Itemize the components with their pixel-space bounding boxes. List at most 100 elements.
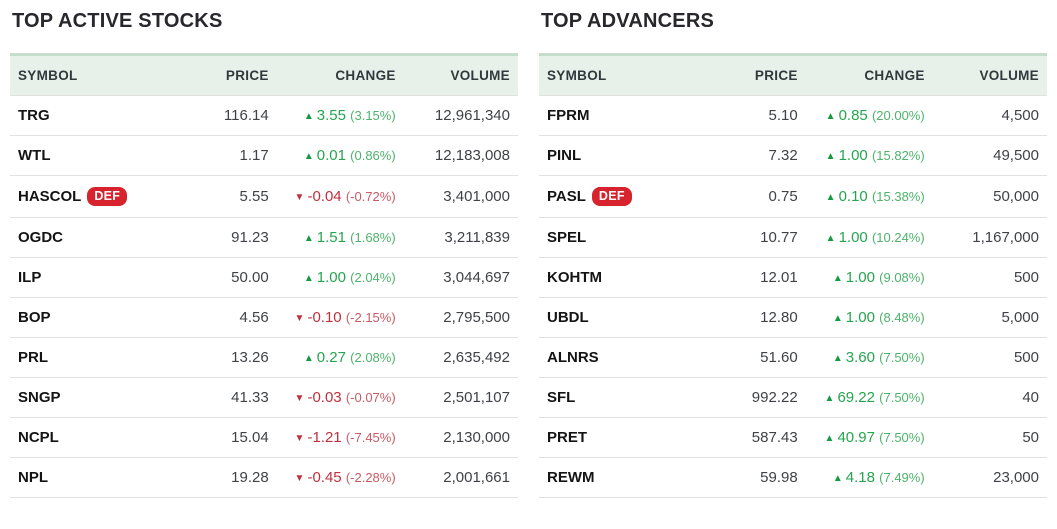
table-row: SPEL 10.77 ▲ 1.00 (10.24%) 1,167,000 <box>539 217 1047 258</box>
change-percent: (-0.72%) <box>345 189 396 204</box>
change-value: 3.60 <box>845 349 875 366</box>
change-value: 1.00 <box>838 147 868 164</box>
change-arrow-icon: ▲ <box>303 352 314 364</box>
change-cell: ▼ -0.03 (-0.07%) <box>276 377 404 418</box>
change-cell: ▲ 1.00 (9.08%) <box>805 257 933 298</box>
symbol-cell: WTL <box>10 135 163 176</box>
change-percent: (2.04%) <box>350 270 396 285</box>
symbol-text[interactable]: HASCOL <box>18 188 82 205</box>
table-row: WTL 1.17 ▲ 0.01 (0.86%) 12,183,008 <box>10 135 518 176</box>
change-percent: (1.68%) <box>350 230 396 245</box>
table-row: PRET 587.43 ▲ 40.97 (7.50%) 50 <box>539 417 1047 458</box>
table-header-row: SYMBOL PRICE CHANGE VOLUME <box>539 53 1047 96</box>
symbol-cell: BOP <box>10 297 163 338</box>
price-cell: 12.01 <box>691 257 806 298</box>
table-row: HASCOL DEF 5.55 ▼ -0.04 (-0.72%) 3,401,000 <box>10 175 518 218</box>
change-arrow-icon: ▲ <box>303 110 314 122</box>
table-row: SNGP 41.33 ▼ -0.03 (-0.07%) 2,501,107 <box>10 377 518 418</box>
change-percent: (9.08%) <box>879 270 925 285</box>
symbol-cell: SFL <box>539 377 692 418</box>
change-arrow-icon: ▼ <box>294 432 305 444</box>
change-cell: ▲ 0.85 (20.00%) <box>805 95 933 136</box>
change-arrow-icon: ▲ <box>303 150 314 162</box>
change-cell: ▲ 0.27 (2.08%) <box>276 337 404 378</box>
table-row: TRG 116.14 ▲ 3.55 (3.15%) 12,961,340 <box>10 95 518 136</box>
symbol-text[interactable]: TRG <box>18 107 50 124</box>
change-cell: ▲ 3.60 (7.50%) <box>805 337 933 378</box>
change-percent: (0.86%) <box>350 148 396 163</box>
symbol-text[interactable]: PASL <box>547 188 586 205</box>
price-cell: 12.80 <box>691 297 806 338</box>
symbol-cell: OGDC <box>10 217 163 258</box>
change-cell: ▲ 3.55 (3.15%) <box>276 95 404 136</box>
column-header-price: PRICE <box>162 53 277 96</box>
symbol-text[interactable]: SPEL <box>547 229 587 246</box>
volume-cell: 2,130,000 <box>403 417 518 458</box>
table-row: BOP 4.56 ▼ -0.10 (-2.15%) 2,795,500 <box>10 297 518 338</box>
symbol-text[interactable]: FPRM <box>547 107 590 124</box>
symbol-text[interactable]: REWM <box>547 469 595 486</box>
change-arrow-icon: ▲ <box>825 232 836 244</box>
symbol-text[interactable]: UBDL <box>547 309 589 326</box>
price-cell: 5.10 <box>691 95 806 136</box>
symbol-text[interactable]: OGDC <box>18 229 63 246</box>
symbol-text[interactable]: KOHTM <box>547 269 602 286</box>
table-row: NCPL 15.04 ▼ -1.21 (-7.45%) 2,130,000 <box>10 417 518 458</box>
change-percent: (7.49%) <box>879 470 925 485</box>
volume-cell: 3,044,697 <box>403 257 518 298</box>
price-cell: 41.33 <box>162 377 277 418</box>
volume-cell: 12,961,340 <box>403 95 518 136</box>
price-cell: 50.00 <box>162 257 277 298</box>
column-header-change: CHANGE <box>805 53 933 96</box>
symbol-text[interactable]: PINL <box>547 147 582 164</box>
symbol-cell: ALNRS <box>539 337 692 378</box>
column-header-volume: VOLUME <box>932 53 1047 96</box>
symbol-text[interactable]: SNGP <box>18 389 61 406</box>
symbol-text[interactable]: PRL <box>18 349 48 366</box>
symbol-cell: FPRM <box>539 95 692 136</box>
volume-cell: 2,795,500 <box>403 297 518 338</box>
price-cell: 7.32 <box>691 135 806 176</box>
symbol-text[interactable]: ILP <box>18 269 42 286</box>
change-arrow-icon: ▲ <box>303 272 314 284</box>
symbol-text[interactable]: ALNRS <box>547 349 599 366</box>
symbol-cell: SNGP <box>10 377 163 418</box>
volume-cell: 500 <box>932 337 1047 378</box>
symbol-text[interactable]: BOP <box>18 309 51 326</box>
change-percent: (7.50%) <box>879 430 925 445</box>
price-cell: 0.75 <box>691 175 806 218</box>
change-value: -0.45 <box>307 469 342 486</box>
page-title: TOP ACTIVE STOCKS <box>12 10 223 32</box>
symbol-text[interactable]: SFL <box>547 389 576 406</box>
change-value: 0.27 <box>316 349 346 366</box>
def-badge: DEF <box>591 187 632 206</box>
change-percent: (-7.45%) <box>345 430 396 445</box>
change-cell: ▲ 1.00 (8.48%) <box>805 297 933 338</box>
price-cell: 5.55 <box>162 175 277 218</box>
symbol-text[interactable]: NPL <box>18 469 48 486</box>
price-cell: 91.23 <box>162 217 277 258</box>
table-row: REWM 59.98 ▲ 4.18 (7.49%) 23,000 <box>539 457 1047 498</box>
symbol-cell: PRET <box>539 417 692 458</box>
change-value: 3.55 <box>316 107 346 124</box>
change-cell: ▲ 4.18 (7.49%) <box>805 457 933 498</box>
symbol-text[interactable]: NCPL <box>18 429 59 446</box>
table-row: PINL 7.32 ▲ 1.00 (15.82%) 49,500 <box>539 135 1047 176</box>
symbol-cell: SPEL <box>539 217 692 258</box>
symbol-text[interactable]: WTL <box>18 147 51 164</box>
change-value: 69.22 <box>837 389 875 406</box>
change-value: 1.51 <box>316 229 346 246</box>
volume-cell: 3,401,000 <box>403 175 518 218</box>
symbol-cell: HASCOL DEF <box>10 175 163 218</box>
table-row: ALNRS 51.60 ▲ 3.60 (7.50%) 500 <box>539 337 1047 378</box>
volume-cell: 2,001,661 <box>403 457 518 498</box>
table-row: UBDL 12.80 ▲ 1.00 (8.48%) 5,000 <box>539 297 1047 338</box>
top-advancers-panel: TOP ADVANCERS SYMBOL PRICE CHANGE VOLUME… <box>539 8 1047 498</box>
change-cell: ▲ 1.00 (2.04%) <box>276 257 404 298</box>
change-cell: ▲ 0.10 (15.38%) <box>805 175 933 218</box>
symbol-text[interactable]: PRET <box>547 429 588 446</box>
change-arrow-icon: ▲ <box>825 150 836 162</box>
page-title: TOP ADVANCERS <box>541 10 715 32</box>
table-row: OGDC 91.23 ▲ 1.51 (1.68%) 3,211,839 <box>10 217 518 258</box>
price-cell: 4.56 <box>162 297 277 338</box>
